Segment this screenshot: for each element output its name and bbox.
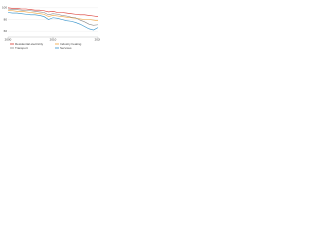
line: [7, 8, 99, 26]
legend-label: Services: [60, 46, 72, 50]
chart: 60 80 100 2000 2010 2020 Residential electrici…: [2, 6, 100, 50]
x-tick-label: 2020: [95, 37, 100, 41]
line: [7, 9, 99, 21]
y-tick-label: 100: [2, 6, 7, 10]
y-tick-label: 80: [4, 17, 8, 21]
x-tick-label: 2000: [5, 37, 12, 41]
legend-label: Residential electricity: [15, 42, 44, 46]
legend-label: Transport: [15, 46, 28, 50]
line: [7, 7, 99, 17]
y-tick-label: 60: [4, 29, 8, 33]
x-tick-label: 2010: [50, 37, 57, 41]
legend-label: Industry heating: [60, 42, 82, 46]
line: [7, 12, 99, 31]
